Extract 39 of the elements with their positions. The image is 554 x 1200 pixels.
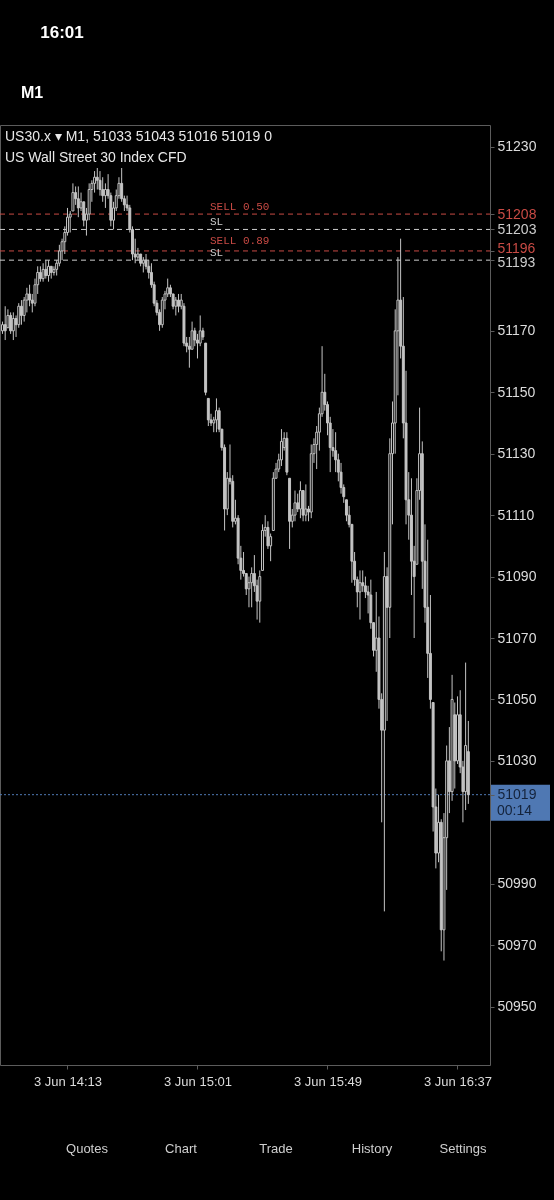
text: 00:14 (497, 801, 533, 818)
y-tick-label: 51050 (497, 690, 537, 707)
y-tick-label: 50970 (497, 936, 537, 953)
text: Settings (439, 1141, 487, 1156)
x-tick-label: 3 Jun 15:49 (294, 1073, 362, 1089)
y-tick-label: 51196 (497, 240, 536, 257)
candlestick (358, 569, 362, 621)
text: Quotes (66, 1141, 109, 1156)
y-tick-label: 51019 (497, 786, 537, 803)
text: 16:01 (40, 23, 84, 42)
y-tick-label: 51208 (497, 205, 537, 222)
y-tick-label: 51030 (497, 752, 537, 769)
ref-line-label: SELL 0.50 (210, 201, 270, 214)
y-tick-label: 51193 (497, 254, 536, 271)
candlestick (174, 296, 178, 316)
x-tick-label: 3 Jun 16:37 (424, 1073, 492, 1089)
chart-title: US30.x ▾ M1, 51033 51043 51016 51019 0 (5, 128, 273, 144)
text: M1 (20, 84, 44, 101)
y-tick-label: 50990 (497, 875, 537, 892)
ref-line-label: SL (210, 247, 224, 260)
text: US Wall Street 30 Index CFD (5, 149, 187, 165)
y-tick-label: 51150 (497, 383, 536, 400)
x-tick-label: 3 Jun 14:13 (34, 1073, 102, 1089)
candlestick (19, 299, 23, 326)
ref-line-label: SL (210, 216, 224, 229)
y-tick-label: 50950 (497, 998, 537, 1015)
y-tick-label: 51170 (497, 322, 536, 339)
y-tick-label: 51203 (497, 220, 537, 237)
text: History (351, 1141, 393, 1156)
x-tick-label: 3 Jun 15:01 (164, 1073, 232, 1089)
y-tick-label: 51230 (497, 138, 537, 154)
ref-line-label: SELL 0.89 (210, 235, 270, 248)
text: Chart (165, 1141, 198, 1156)
y-tick-label: 51070 (497, 629, 537, 646)
y-tick-label: 51130 (497, 445, 536, 462)
y-tick-label: 51090 (497, 568, 537, 585)
candlestick (206, 397, 210, 427)
y-tick-label: 51110 (497, 506, 535, 523)
text: Trade (259, 1141, 293, 1156)
